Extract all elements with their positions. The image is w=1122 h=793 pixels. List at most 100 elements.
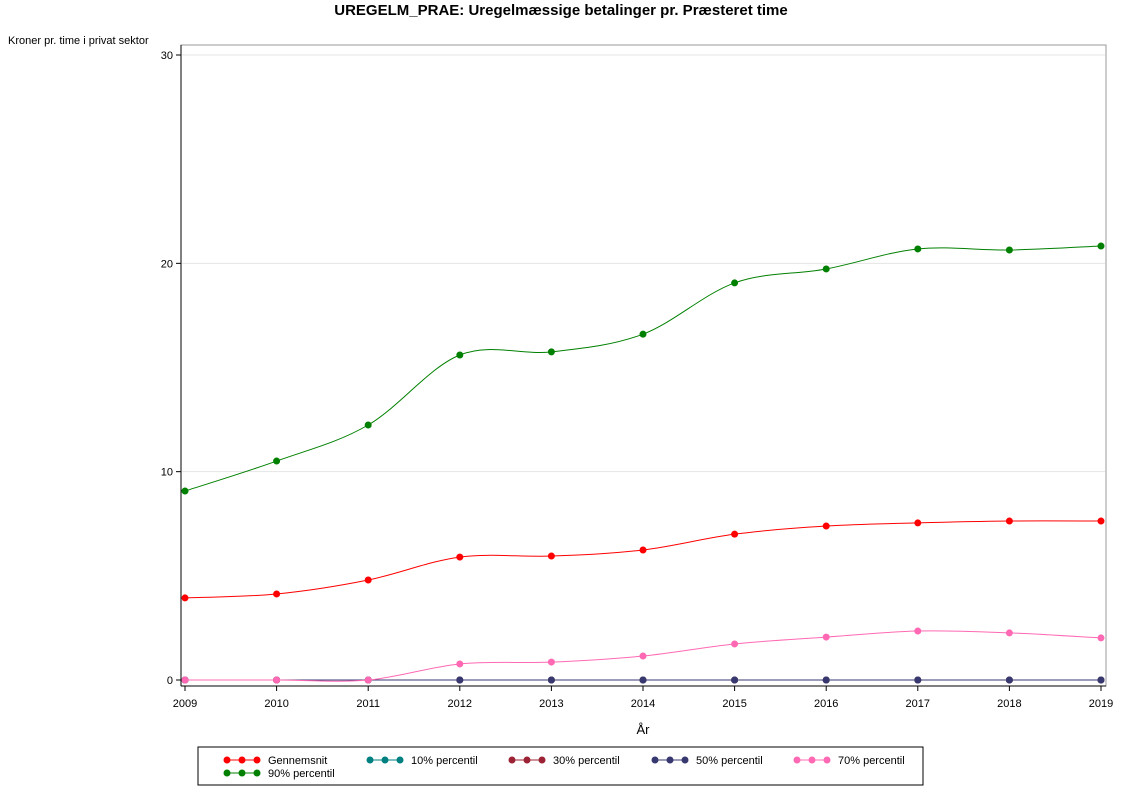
legend-label: 10% percentil [411,755,478,767]
legend-items: Gennemsnit 10% percentil 30% percentil 50% … [223,755,905,780]
chart-title: UREGELM_PRAE: Uregelmæssige betalinger p… [334,2,787,19]
data-point [456,660,464,668]
data-point [456,553,464,561]
y-tick-label: 30 [161,50,173,62]
x-tick-label: 2015 [722,698,746,710]
data-point [731,530,739,538]
legend-marker [366,756,374,764]
data-point [547,552,555,560]
legend-marker [223,769,231,777]
legend-marker [253,769,261,777]
data-point [639,652,647,660]
legend-label: 70% percentil [838,755,905,767]
legend-item: 90% percentil [223,768,335,780]
legend-label: Gennemsnit [268,755,327,767]
series-group [181,242,1105,684]
plot-frame [180,44,1107,687]
legend-marker [523,756,531,764]
data-point [822,522,830,530]
legend-item: Gennemsnit [223,755,327,767]
data-point [181,676,189,684]
data-point [822,265,830,273]
data-point [639,546,647,554]
y-tick-label: 10 [161,467,173,479]
legend-marker [651,756,659,764]
x-tick-label: 2016 [814,698,838,710]
data-point [731,640,739,648]
legend-marker [381,756,389,764]
data-point [822,633,830,641]
y-axis-label: Kroner pr. time i privat sektor [8,35,149,47]
x-axis: 2009 2010 2011 2012 2013 2014 2015 2016 2017 2018… [173,685,1113,710]
data-point [547,676,555,684]
gridlines [182,54,1105,473]
data-point [1005,676,1013,684]
series-90-percentil [181,242,1105,495]
data-point [456,676,464,684]
data-point [547,348,555,356]
legend-marker [808,756,816,764]
data-point [639,330,647,338]
legend-item: 10% percentil [366,755,478,767]
data-point [547,658,555,666]
data-point [731,676,739,684]
data-point [273,676,281,684]
data-point [1097,242,1105,250]
data-point [273,590,281,598]
legend-marker [508,756,516,764]
legend-marker [666,756,674,764]
x-tick-label: 2011 [356,698,380,710]
legend-marker [793,756,801,764]
legend-label: 90% percentil [268,768,335,780]
data-point [914,519,922,527]
legend-marker [396,756,404,764]
x-tick-label: 2009 [173,698,197,710]
data-point [1097,517,1105,525]
data-point [914,627,922,635]
data-point [181,487,189,495]
legend-marker [538,756,546,764]
legend-marker [681,756,689,764]
series-line [184,520,1102,599]
y-tick-label: 20 [161,258,173,270]
legend-label: 50% percentil [696,755,763,767]
data-point [914,245,922,253]
legend-marker [238,756,246,764]
data-point [181,594,189,602]
x-tick-label: 2012 [448,698,472,710]
data-point [364,576,372,584]
legend-item: 50% percentil [651,755,763,767]
data-point [1005,246,1013,254]
x-tick-label: 2018 [997,698,1021,710]
x-tick-label: 2013 [539,698,563,710]
legend-marker [823,756,831,764]
data-point [456,351,464,359]
legend-label: 30% percentil [553,755,620,767]
data-point [364,676,372,684]
data-point [731,279,739,287]
series-70-percentil [181,627,1105,684]
series-line [184,245,1102,492]
data-point [1097,676,1105,684]
x-tick-label: 2010 [264,698,288,710]
series-gennemsnit [181,517,1105,602]
legend-item: 70% percentil [793,755,905,767]
legend-marker [223,756,231,764]
x-tick-label: 2017 [906,698,930,710]
legend-item: 30% percentil [508,755,620,767]
data-point [1005,629,1013,637]
series-50-percentil [181,676,1105,684]
x-tick-label: 2019 [1089,698,1113,710]
x-tick-label: 2014 [631,698,655,710]
legend-marker [238,769,246,777]
y-axis: 0 10 20 30 [161,45,182,687]
y-tick-label: 0 [167,675,173,687]
legend-marker [253,756,261,764]
data-point [914,676,922,684]
data-point [639,676,647,684]
legend [197,746,924,786]
data-point [1097,634,1105,642]
data-point [364,421,372,429]
x-axis-label: År [637,722,651,737]
